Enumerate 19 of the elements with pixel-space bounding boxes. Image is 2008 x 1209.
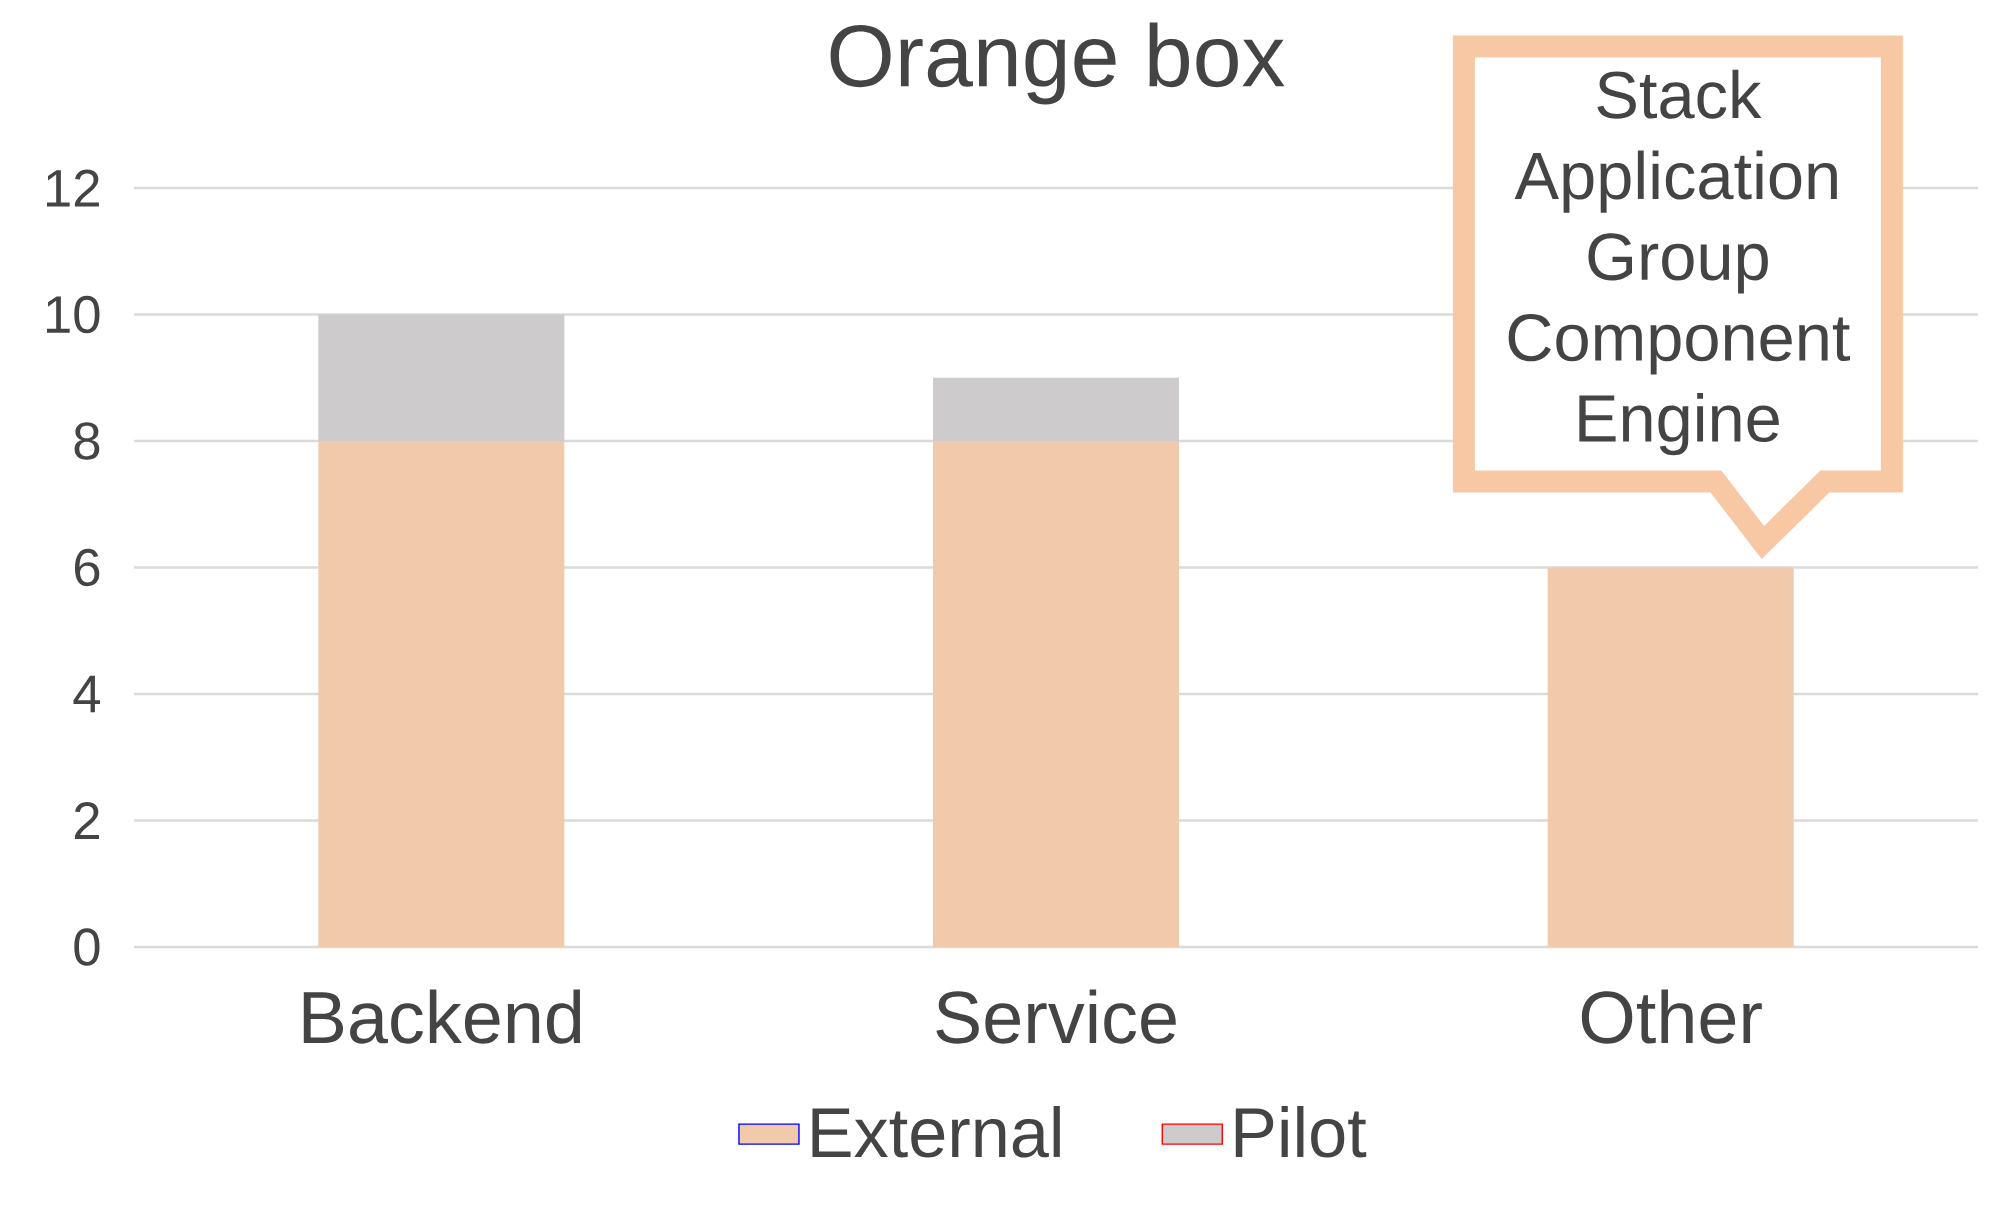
y-tick-label: 8 [74, 422, 100, 460]
x-tick-label: Other [1581, 989, 1762, 1044]
y-tick-label: 12 [46, 169, 99, 207]
y-tick-label: 2 [74, 802, 99, 839]
bar [933, 441, 1180, 948]
y-tick-label: 6 [74, 548, 100, 587]
annotation: Stack Application Group Component Engine [1508, 69, 1850, 456]
chart-title: Orange box [830, 22, 1285, 105]
y-tick-label: 4 [73, 675, 101, 713]
bar [1547, 567, 1794, 948]
bar [318, 314, 565, 441]
y-tick-label: 10 [46, 295, 100, 334]
y-tick-label: 0 [74, 928, 100, 966]
x-tick-label: Backend [303, 989, 581, 1044]
legend-label: External [812, 1105, 1060, 1158]
bar [933, 377, 1180, 441]
legend-label: Pilot [1235, 1105, 1367, 1158]
bar [318, 441, 565, 948]
x-tick-label: Service [936, 989, 1176, 1044]
